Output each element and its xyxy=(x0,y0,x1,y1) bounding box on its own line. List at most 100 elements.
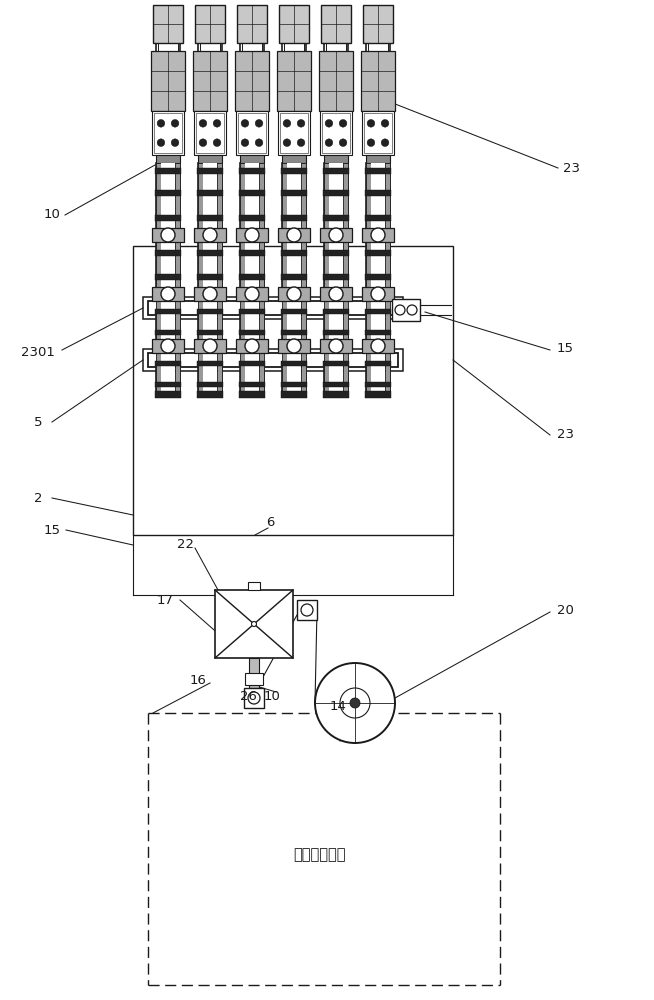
Bar xyxy=(239,330,265,334)
Bar xyxy=(364,113,392,153)
Bar xyxy=(239,168,265,174)
Bar xyxy=(198,242,203,287)
Bar xyxy=(366,353,371,391)
Bar xyxy=(198,163,203,228)
Circle shape xyxy=(339,119,347,127)
Bar xyxy=(197,391,223,398)
Circle shape xyxy=(241,139,249,147)
Bar xyxy=(240,155,264,163)
Bar xyxy=(245,353,259,391)
Bar xyxy=(320,228,352,242)
Circle shape xyxy=(287,287,301,301)
Circle shape xyxy=(367,139,375,147)
Bar xyxy=(365,190,391,196)
Bar xyxy=(365,250,391,256)
Bar xyxy=(361,51,395,111)
Bar xyxy=(240,163,245,228)
Circle shape xyxy=(157,119,165,127)
Bar xyxy=(197,168,223,174)
Bar xyxy=(323,361,349,366)
Bar xyxy=(277,51,311,111)
Bar xyxy=(281,381,307,386)
Circle shape xyxy=(255,119,263,127)
Text: 2: 2 xyxy=(34,491,43,504)
Bar xyxy=(156,242,161,287)
Bar xyxy=(385,242,390,287)
Bar xyxy=(322,113,350,153)
Circle shape xyxy=(287,228,301,242)
Circle shape xyxy=(283,139,291,147)
Bar xyxy=(175,353,180,391)
Text: 2301: 2301 xyxy=(21,346,55,359)
Bar xyxy=(326,43,346,51)
Bar xyxy=(365,391,391,398)
Bar xyxy=(143,297,403,319)
Bar xyxy=(158,43,178,51)
Bar xyxy=(248,582,260,590)
Circle shape xyxy=(245,228,259,242)
Bar xyxy=(323,250,349,256)
Bar xyxy=(365,168,391,174)
Bar xyxy=(362,339,394,353)
Bar xyxy=(203,242,217,287)
Bar xyxy=(200,43,220,51)
Bar xyxy=(156,301,161,339)
Bar xyxy=(245,163,259,228)
Circle shape xyxy=(161,228,175,242)
Bar xyxy=(151,51,185,111)
Circle shape xyxy=(171,119,179,127)
Bar xyxy=(259,301,264,339)
Text: 17: 17 xyxy=(156,593,173,606)
Bar xyxy=(237,5,267,43)
Text: 6: 6 xyxy=(266,516,274,528)
Circle shape xyxy=(297,139,305,147)
Circle shape xyxy=(157,139,165,147)
Circle shape xyxy=(252,621,256,626)
Bar xyxy=(284,43,304,51)
Circle shape xyxy=(381,139,389,147)
Bar xyxy=(366,155,390,163)
Bar xyxy=(278,287,310,301)
Bar xyxy=(239,309,265,314)
Bar xyxy=(203,163,217,228)
Circle shape xyxy=(203,287,217,301)
Bar xyxy=(155,274,181,280)
Circle shape xyxy=(350,698,360,708)
Circle shape xyxy=(329,287,343,301)
Bar xyxy=(235,51,269,111)
Bar xyxy=(259,353,264,391)
Circle shape xyxy=(371,339,385,353)
Bar xyxy=(362,111,394,155)
Text: 26: 26 xyxy=(239,690,256,704)
Bar xyxy=(197,330,223,334)
Bar xyxy=(244,688,264,708)
Bar xyxy=(323,391,349,398)
Bar xyxy=(217,163,222,228)
Circle shape xyxy=(325,139,333,147)
Bar xyxy=(236,111,268,155)
Bar xyxy=(152,339,184,353)
Bar xyxy=(323,381,349,386)
Bar xyxy=(239,215,265,221)
Bar xyxy=(155,168,181,174)
Bar xyxy=(278,339,310,353)
Text: 23: 23 xyxy=(564,161,581,174)
Circle shape xyxy=(381,119,389,127)
Text: 20: 20 xyxy=(557,603,574,616)
Bar xyxy=(301,163,306,228)
Bar xyxy=(282,242,287,287)
Bar xyxy=(324,242,329,287)
Bar xyxy=(155,391,181,398)
Bar xyxy=(203,301,217,339)
Text: 14: 14 xyxy=(330,700,347,712)
Bar xyxy=(365,215,391,221)
Bar xyxy=(301,242,306,287)
Circle shape xyxy=(203,228,217,242)
Circle shape xyxy=(325,119,333,127)
Circle shape xyxy=(255,139,263,147)
Bar xyxy=(329,301,343,339)
Bar xyxy=(245,242,259,287)
Bar xyxy=(175,163,180,228)
Bar xyxy=(238,113,266,153)
Bar xyxy=(297,600,317,620)
